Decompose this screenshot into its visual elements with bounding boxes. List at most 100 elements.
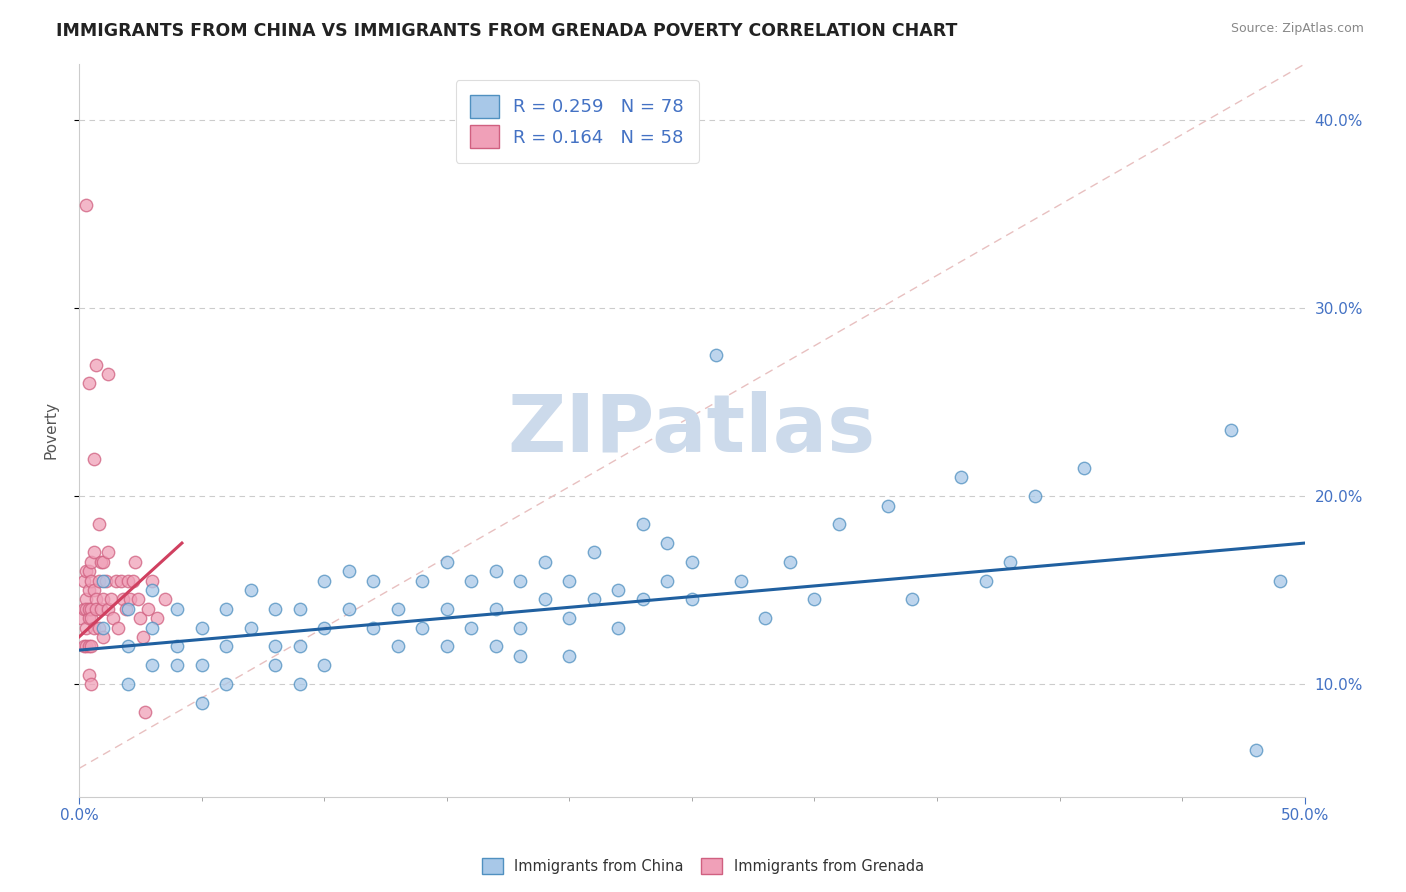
Point [215, 602, 238, 616]
Point [87, 574, 110, 588]
Point [411, 621, 433, 635]
Text: ZIPatlas: ZIPatlas [508, 392, 876, 469]
Point [387, 602, 409, 616]
Point [73, 602, 96, 616]
Point [1220, 423, 1243, 437]
Point [1000, 555, 1022, 569]
Point [485, 564, 508, 578]
Point [97, 602, 120, 616]
Point [166, 640, 188, 654]
Point [166, 658, 188, 673]
Point [146, 611, 169, 625]
Point [93, 630, 115, 644]
Point [117, 640, 139, 654]
Point [77, 640, 100, 654]
Point [681, 555, 703, 569]
Point [657, 574, 679, 588]
Point [803, 592, 825, 607]
Point [631, 592, 654, 607]
Point [828, 517, 851, 532]
Point [90, 602, 112, 616]
Point [166, 602, 188, 616]
Point [288, 640, 311, 654]
Point [337, 564, 360, 578]
Point [264, 602, 287, 616]
Point [239, 621, 262, 635]
Point [436, 555, 458, 569]
Point [75, 621, 97, 635]
Point [1268, 574, 1291, 588]
Point [288, 677, 311, 691]
Point [411, 574, 433, 588]
Point [361, 621, 384, 635]
Point [80, 677, 103, 691]
Point [1024, 489, 1046, 503]
Point [509, 648, 531, 663]
Point [110, 574, 132, 588]
Point [80, 602, 103, 616]
Point [657, 536, 679, 550]
Point [607, 621, 630, 635]
Point [84, 358, 107, 372]
Point [104, 574, 127, 588]
Point [190, 621, 212, 635]
Point [509, 621, 531, 635]
Point [75, 602, 97, 616]
Point [582, 545, 605, 559]
Point [75, 564, 97, 578]
Point [190, 658, 212, 673]
Point [97, 367, 120, 381]
Point [93, 574, 115, 588]
Point [877, 499, 900, 513]
Point [77, 564, 100, 578]
Point [607, 582, 630, 597]
Point [901, 592, 924, 607]
Point [83, 582, 105, 597]
Point [94, 574, 117, 588]
Point [127, 592, 149, 607]
Point [131, 630, 153, 644]
Point [509, 574, 531, 588]
Point [93, 621, 115, 635]
Point [704, 348, 727, 362]
Point [314, 658, 336, 673]
Point [103, 611, 125, 625]
Point [77, 582, 100, 597]
Point [73, 574, 96, 588]
Point [75, 198, 97, 212]
Point [141, 621, 163, 635]
Point [436, 640, 458, 654]
Point [337, 602, 360, 616]
Point [314, 574, 336, 588]
Point [730, 574, 752, 588]
Point [485, 602, 508, 616]
Text: Source: ZipAtlas.com: Source: ZipAtlas.com [1230, 22, 1364, 36]
Point [100, 592, 122, 607]
Point [136, 602, 159, 616]
Point [631, 517, 654, 532]
Point [558, 648, 581, 663]
Point [215, 677, 238, 691]
Point [93, 555, 115, 569]
Point [558, 574, 581, 588]
Point [83, 621, 105, 635]
Point [124, 555, 146, 569]
Point [70, 611, 93, 625]
Text: IMMIGRANTS FROM CHINA VS IMMIGRANTS FROM GRENADA POVERTY CORRELATION CHART: IMMIGRANTS FROM CHINA VS IMMIGRANTS FROM… [56, 22, 957, 40]
Point [120, 592, 142, 607]
Point [117, 574, 139, 588]
Point [436, 602, 458, 616]
Point [112, 592, 135, 607]
Point [141, 574, 163, 588]
Point [117, 677, 139, 691]
Point [84, 602, 107, 616]
Point [93, 592, 115, 607]
Point [1073, 461, 1095, 475]
Point [314, 621, 336, 635]
Point [84, 592, 107, 607]
Point [190, 696, 212, 710]
Point [460, 621, 482, 635]
Point [779, 555, 801, 569]
Point [558, 611, 581, 625]
Point [83, 451, 105, 466]
